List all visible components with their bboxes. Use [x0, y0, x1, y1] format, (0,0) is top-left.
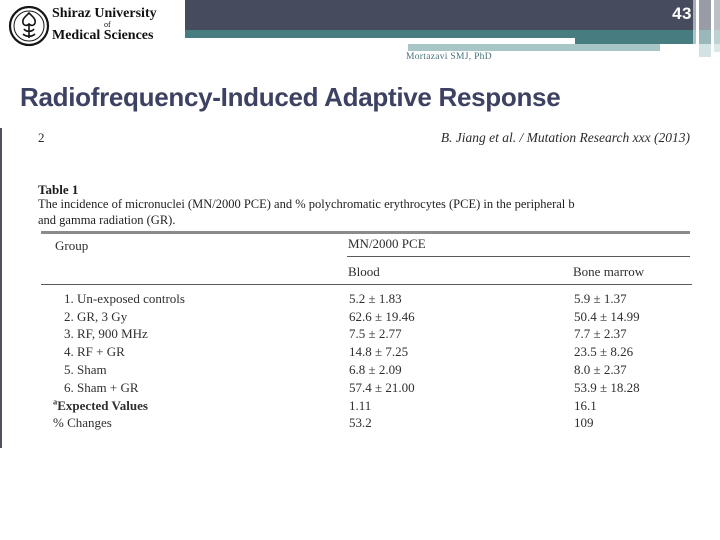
journal-running-head: B. Jiang et al. / Mutation Research xxx … — [440, 130, 690, 145]
column-header-bone-marrow: Bone marrow — [573, 264, 645, 279]
table-row: 5. Sham 6.8 ± 2.09 8.0 ± 2.37 — [41, 361, 690, 379]
slide-title: Radiofrequency-Induced Adaptive Response — [20, 82, 561, 112]
row-marrow-value: 53.9 ± 18.28 — [574, 379, 640, 395]
row-marrow-value: 50.4 ± 14.99 — [574, 308, 640, 324]
header-right-block — [699, 44, 711, 57]
row-marrow-value: 7.7 ± 2.37 — [574, 326, 627, 342]
row-blood-value: 1.11 — [349, 397, 372, 413]
row-superscript: a — [53, 396, 58, 407]
row-blood-value: 6.8 ± 2.09 — [349, 362, 402, 378]
row-group-label: 5. Sham — [41, 362, 349, 378]
row-group-label: % Changes — [41, 415, 349, 431]
header-right-stripe — [696, 0, 699, 44]
table-caption-line2: and gamma radiation (GR). — [38, 213, 176, 227]
row-group-text: 3. RF, 900 MHz — [64, 326, 148, 342]
university-name: Shiraz University of Medical Sciences — [52, 7, 184, 43]
row-marrow-value: 16.1 — [574, 397, 597, 413]
row-group-text: 5. Sham — [64, 362, 107, 378]
row-group-label: 6. Sham + GR — [41, 380, 349, 396]
university-emblem-icon — [8, 5, 50, 47]
column-header-blood: Blood — [348, 264, 380, 279]
header-right-stripe — [693, 0, 696, 44]
row-group-text: 2. GR, 3 Gy — [64, 308, 128, 324]
header-right-block — [714, 44, 720, 52]
row-group-label: 1. Un-exposed controls — [41, 291, 349, 307]
paper-excerpt: 2 B. Jiang et al. / Mutation Research xx… — [0, 128, 692, 448]
table-row: 4. RF + GR 14.8 ± 7.25 23.5 ± 8.26 — [41, 343, 690, 361]
header-white-stripe — [185, 38, 575, 44]
author-credit: Mortazavi SMJ, PhD — [406, 52, 492, 62]
header-right-stripe — [711, 0, 714, 44]
row-marrow-value: 5.9 ± 1.37 — [574, 290, 627, 306]
row-blood-value: 7.5 ± 2.77 — [349, 326, 402, 342]
row-marrow-value: 8.0 ± 2.37 — [574, 362, 627, 378]
row-group-text: Expected Values — [57, 397, 148, 413]
row-group-text: 1. Un-exposed controls — [64, 290, 185, 306]
row-group-text: 4. RF + GR — [64, 344, 125, 360]
university-name-line1: Shiraz University — [52, 6, 157, 21]
table-row: aExpected Values 1.11 16.1 — [41, 397, 690, 415]
row-blood-value: 57.4 ± 21.00 — [349, 379, 415, 395]
table-caption-line1: The incidence of micronuclei (MN/2000 PC… — [38, 197, 575, 211]
table-row: 3. RF, 900 MHz 7.5 ± 2.77 7.7 ± 2.37 — [41, 326, 690, 344]
row-blood-value: 5.2 ± 1.83 — [349, 290, 402, 306]
header-right-stripe — [714, 0, 720, 44]
table-row: 1. Un-exposed controls 5.2 ± 1.83 5.9 ± … — [41, 290, 690, 308]
table-body: 1. Un-exposed controls 5.2 ± 1.83 5.9 ± … — [41, 290, 690, 432]
row-group-text: % Changes — [53, 415, 112, 431]
spanner-rule — [347, 256, 690, 257]
header-navy-band — [185, 0, 720, 30]
row-group-label: 4. RF + GR — [41, 344, 349, 360]
paper-page-number: 2 — [38, 130, 45, 145]
row-group-label: 2. GR, 3 Gy — [41, 309, 349, 325]
university-logo: Shiraz University of Medical Sciences — [6, 3, 184, 49]
header-bottom-rule — [41, 284, 692, 285]
row-blood-value: 53.2 — [349, 415, 372, 431]
header-light-teal-stripe — [408, 44, 660, 51]
table-top-rule — [41, 231, 690, 234]
row-marrow-value: 23.5 ± 8.26 — [574, 344, 634, 360]
table-row: % Changes 53.2 109 — [41, 415, 690, 433]
table-row: 6. Sham + GR 57.4 ± 21.00 53.9 ± 18.28 — [41, 379, 690, 397]
row-group-label: 3. RF, 900 MHz — [41, 326, 349, 342]
row-blood-value: 14.8 ± 7.25 — [349, 344, 409, 360]
row-blood-value: 62.6 ± 19.46 — [349, 308, 415, 324]
table-row: 2. GR, 3 Gy 62.6 ± 19.46 50.4 ± 14.99 — [41, 308, 690, 326]
row-marrow-value: 109 — [574, 415, 594, 431]
table-label: Table 1 — [38, 182, 79, 197]
university-name-line2: of — [104, 20, 111, 29]
row-group-text: 6. Sham + GR — [64, 379, 139, 395]
slide-number: 43 — [672, 4, 692, 23]
column-header-mn2000pce: MN/2000 PCE — [348, 236, 426, 251]
header-right-stripe — [699, 0, 711, 44]
university-name-line3: Medical Sciences — [52, 28, 154, 43]
row-group-label: aExpected Values — [41, 396, 349, 414]
column-header-group: Group — [55, 238, 89, 253]
